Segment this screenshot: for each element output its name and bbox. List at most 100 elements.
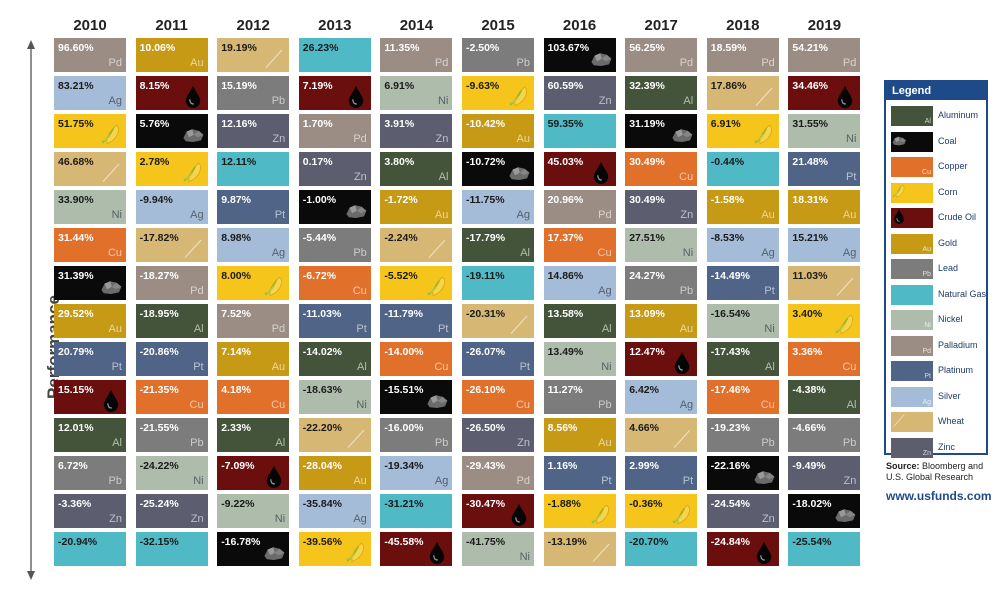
- cell-2011-aluminum: -18.95% Al: [135, 304, 208, 338]
- cell-2015-zinc: -26.50% Zn: [462, 418, 534, 452]
- legend-label: Gold: [938, 237, 958, 248]
- cell-value: -14.00%: [384, 346, 424, 358]
- cell-2017-aluminum: 32.39% Al: [625, 76, 698, 110]
- cell-2015-palladium: -29.43% Pd: [462, 456, 534, 490]
- cell-symbol: Ag: [516, 209, 530, 221]
- cell-2016-platinum: 1.16% Pt: [543, 456, 616, 490]
- cell-2017-copper: 30.49% Cu: [625, 152, 698, 186]
- cell-2016-palladium: 20.96% Pd: [543, 190, 616, 224]
- cell-value: 30.49%: [629, 194, 665, 206]
- cell-2015-corn: -9.63%: [462, 76, 534, 110]
- cell-value: -24.22%: [139, 460, 179, 472]
- cell-2014-gold: -1.72% Au: [380, 190, 453, 224]
- year-label-2019: 2019: [807, 17, 842, 34]
- legend-label: Lead: [938, 263, 959, 273]
- cell-symbol: Ag: [679, 399, 694, 411]
- cell-value: 5.76%: [139, 118, 170, 130]
- cell-value: -5.44%: [302, 232, 337, 244]
- cell-symbol: Al: [765, 361, 775, 373]
- legend-label: Aluminum: [938, 110, 979, 120]
- cell-2017-lead: 24.27% Pb: [625, 266, 698, 300]
- cell-value: 7.14%: [221, 346, 251, 358]
- legend-swatch: Pt: [891, 361, 933, 381]
- cell-2014-coal: -15.51%: [380, 380, 453, 414]
- cell-value: 12.01%: [58, 422, 94, 434]
- legend-swatch: [891, 412, 933, 432]
- cell-value: -17.79%: [466, 232, 506, 244]
- cell-2010-lead: 6.72% Pb: [54, 456, 126, 490]
- cell-value: -39.56%: [302, 536, 342, 548]
- wheat-icon: [510, 315, 528, 335]
- cell-2011-copper: -21.35% Cu: [135, 380, 208, 414]
- cell-2013-natural-gas: 26.23%: [298, 38, 371, 72]
- cell-value: -17.43%: [710, 346, 750, 358]
- cell-value: 8.00%: [221, 270, 251, 282]
- cell-2018-corn: 6.91%: [706, 114, 779, 148]
- cell-2014-corn: -5.52%: [380, 266, 453, 300]
- website-link[interactable]: www.usfunds.com: [886, 489, 992, 503]
- cell-2015-wheat: -20.31%: [462, 304, 534, 338]
- cell-symbol: Ag: [434, 475, 449, 487]
- cell-value: -45.58%: [384, 536, 424, 548]
- cell-symbol: Pt: [682, 475, 694, 487]
- cell-symbol: Zn: [598, 95, 612, 107]
- cell-value: -9.49%: [792, 460, 826, 472]
- cell-2013-silver: -35.84% Ag: [298, 494, 371, 528]
- cell-symbol: Pt: [111, 361, 122, 373]
- cell-symbol: Zn: [109, 513, 122, 525]
- cell-symbol: Pb: [679, 285, 694, 297]
- cell-2015-natural-gas: -19.11%: [462, 266, 534, 300]
- cell-2015-crude-oil: -30.47%: [462, 494, 534, 528]
- coal-icon: [509, 167, 530, 180]
- source-text: Bloomberg and U.S. Global Research: [886, 461, 984, 482]
- cell-2016-silver: 14.86% Ag: [543, 266, 616, 300]
- cell-value: 9.87%: [221, 194, 251, 206]
- cell-2019-aluminum: -4.38% Al: [788, 380, 861, 414]
- cell-2018-crude-oil: -24.84%: [706, 532, 779, 566]
- cell-2018-gold: -1.58% Au: [706, 190, 779, 224]
- cell-2014-zinc: 3.91% Zn: [380, 114, 453, 148]
- cell-2019-natural-gas: -25.54%: [788, 532, 861, 566]
- cell-symbol: Al: [683, 95, 694, 107]
- cell-value: -32.15%: [139, 536, 179, 548]
- cell-2012-natural-gas: 12.11%: [217, 152, 290, 186]
- year-label-2016: 2016: [562, 17, 597, 34]
- legend-swatch: [891, 208, 933, 228]
- year-label-2012: 2012: [236, 17, 270, 34]
- cell-value: -2.50%: [466, 42, 500, 54]
- cell-value: 20.79%: [58, 346, 94, 358]
- corn-icon: [892, 184, 905, 198]
- cell-symbol: Zn: [353, 171, 367, 183]
- cell-value: -1.00%: [302, 194, 337, 206]
- cell-2011-gold: 10.06% Au: [135, 38, 208, 72]
- legend-item-crude-oil: Crude Oil: [891, 208, 986, 228]
- cell-value: 83.21%: [58, 80, 94, 92]
- legend-swatch: [891, 182, 933, 203]
- cell-value: -19.34%: [384, 460, 424, 472]
- cell-2014-nickel: 6.91% Ni: [380, 76, 453, 110]
- cell-value: 27.51%: [629, 232, 665, 244]
- cell-symbol: Ni: [356, 399, 367, 411]
- legend-swatch-symbol: Cu: [922, 169, 931, 176]
- cell-2015-lead: -2.50% Pb: [462, 38, 534, 72]
- legend-label: Natural Gas: [938, 288, 987, 299]
- cell-2019-silver: 15.21% Ag: [788, 228, 861, 262]
- cell-2019-zinc: -9.49% Zn: [788, 456, 861, 490]
- cell-symbol: Al: [438, 171, 449, 183]
- cell-symbol: Zn: [190, 513, 204, 525]
- cell-symbol: Cu: [434, 361, 449, 373]
- cell-2011-nickel: -24.22% Ni: [135, 456, 208, 490]
- cell-value: -11.75%: [466, 194, 505, 206]
- cell-value: -1.58%: [710, 194, 745, 206]
- cell-value: -3.36%: [58, 498, 92, 510]
- cell-2013-platinum: -11.03% Pt: [298, 304, 371, 338]
- cell-symbol: Pt: [274, 209, 286, 221]
- legend-swatch: [891, 131, 933, 152]
- cell-2010-crude-oil: 15.15%: [54, 380, 126, 414]
- cell-symbol: Ag: [842, 247, 857, 259]
- cell-value: -7.09%: [221, 460, 255, 472]
- cell-value: 60.59%: [547, 80, 584, 92]
- cell-value: 2.33%: [221, 422, 251, 434]
- cell-symbol: Ni: [438, 95, 449, 107]
- wheat-icon: [893, 414, 905, 427]
